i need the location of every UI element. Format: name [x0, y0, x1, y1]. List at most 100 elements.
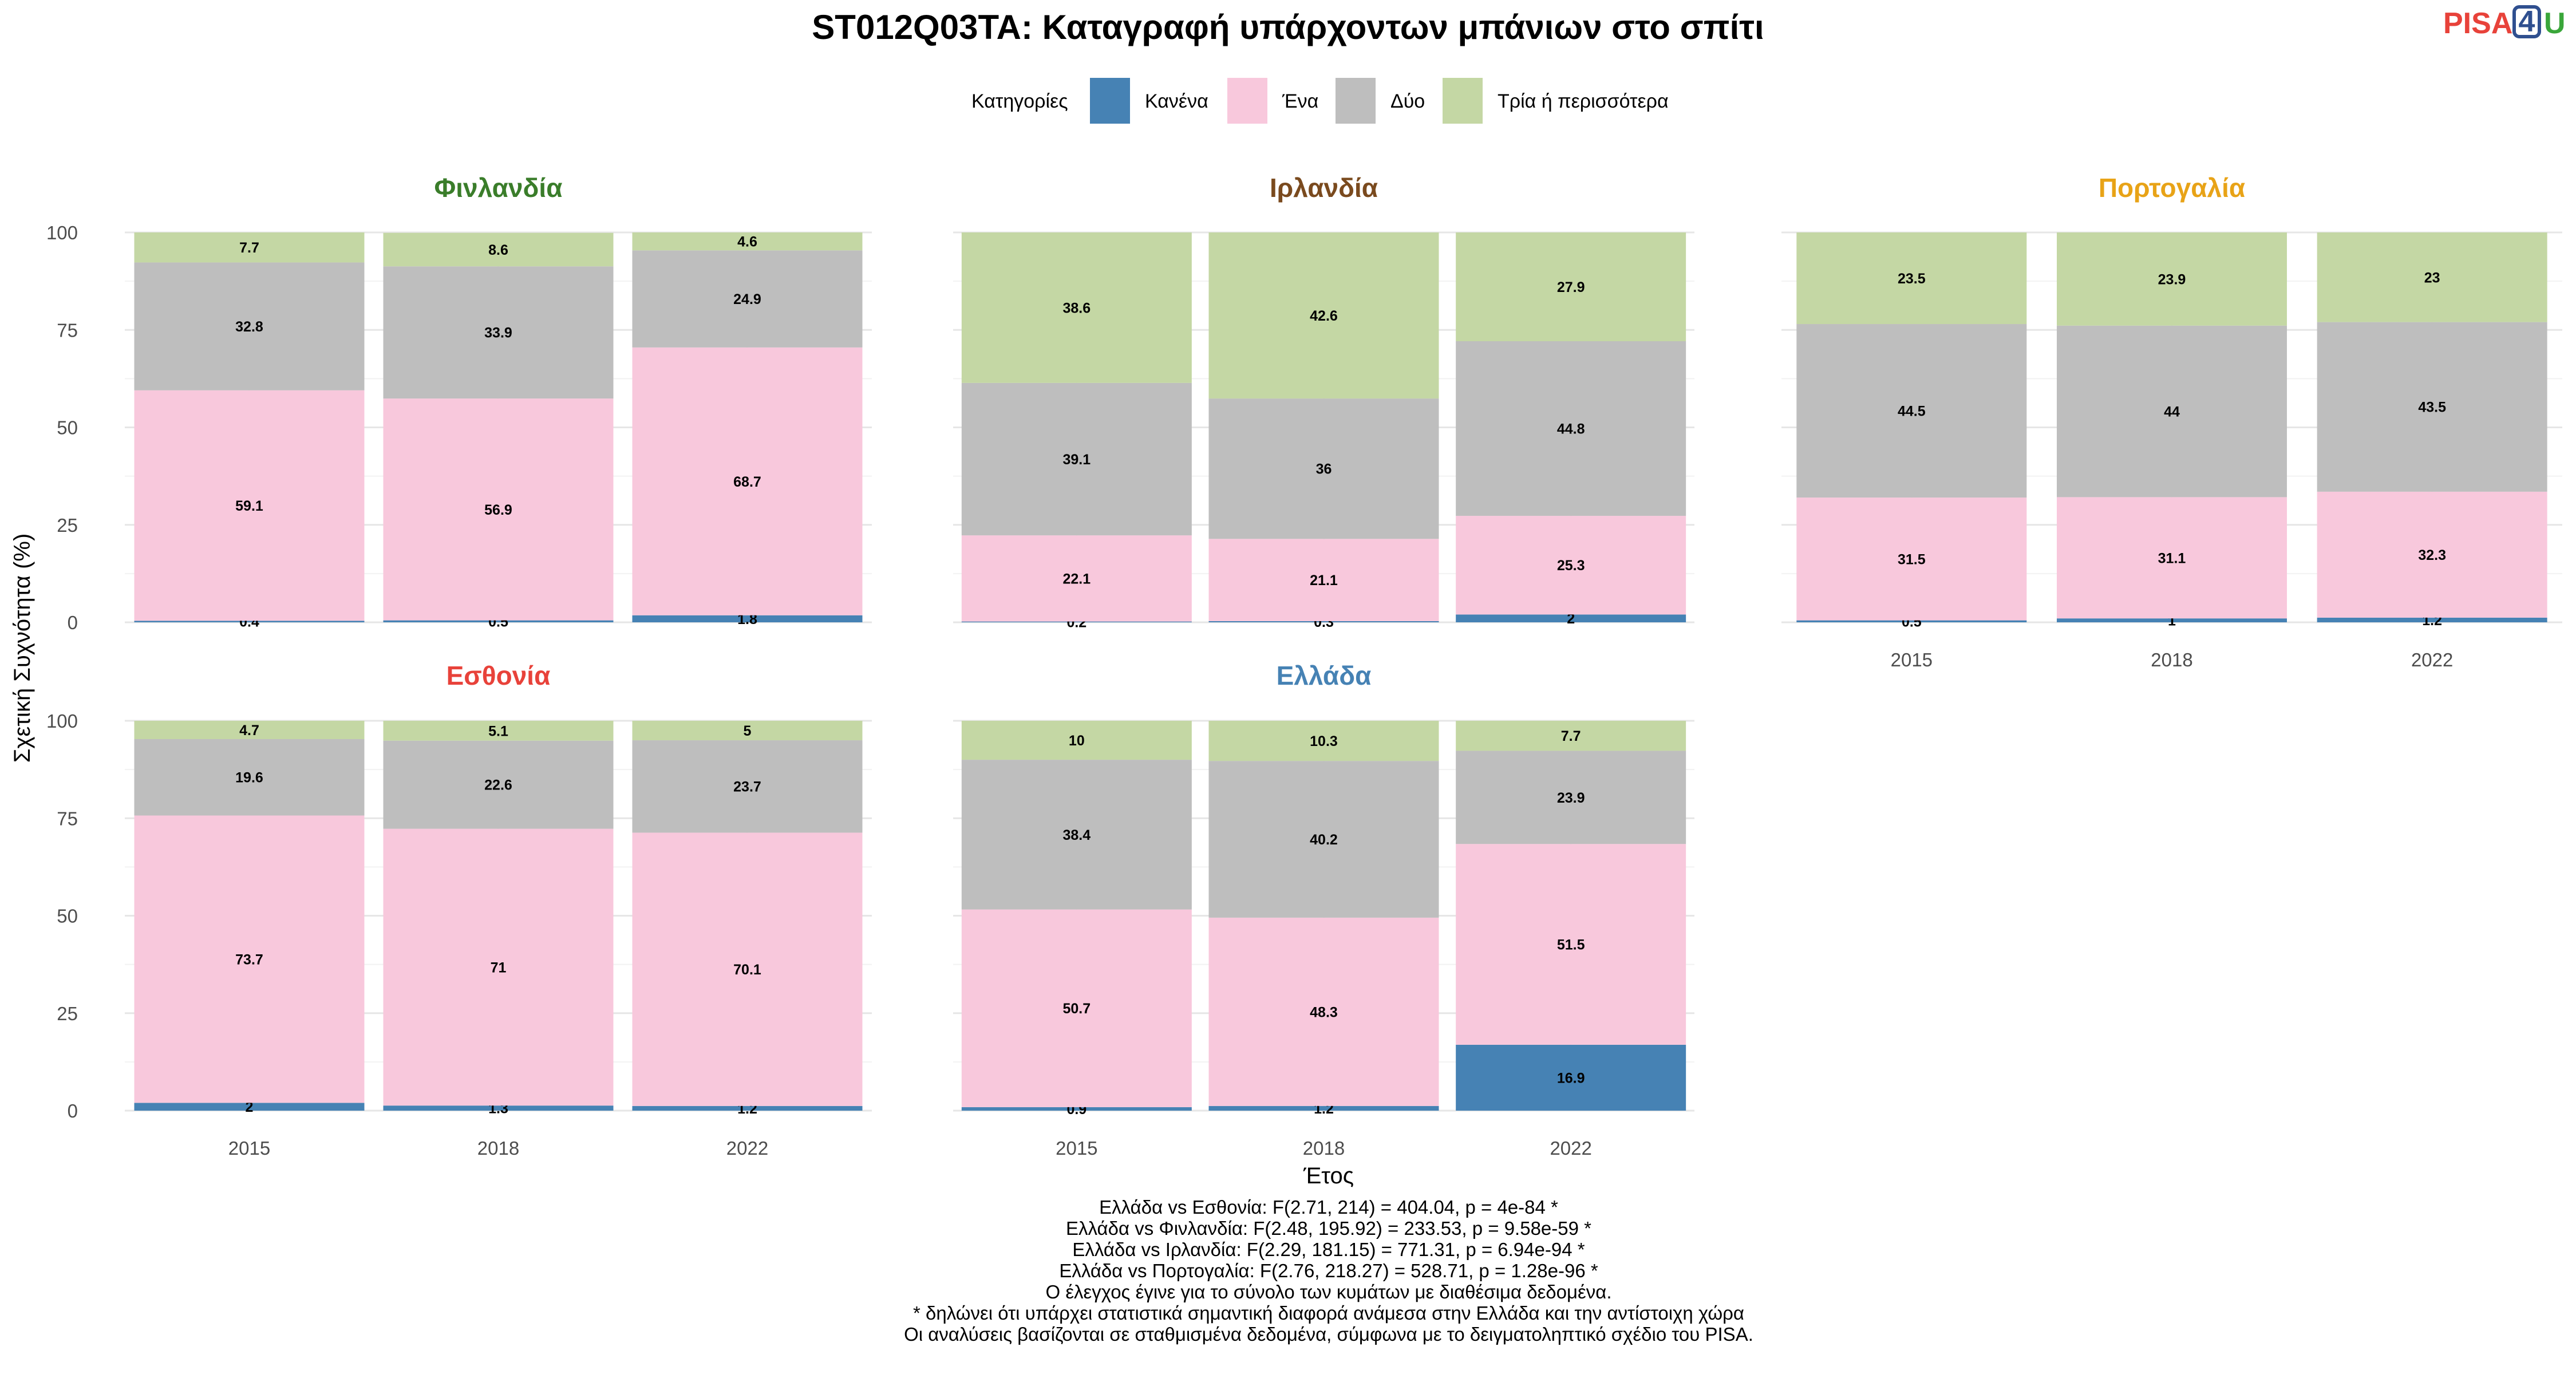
legend-swatch [1336, 78, 1376, 124]
y-tick-label: 25 [57, 1003, 78, 1024]
data-label: 8.6 [488, 242, 508, 258]
bar-segment-ένα-2022 [2317, 491, 2547, 618]
bar-segment-τρία-ή-περισσότερα-2018 [2057, 232, 2287, 326]
bar-segment-τρία-ή-περισσότερα-2022 [1456, 721, 1686, 751]
data-label: 19.6 [235, 770, 263, 786]
bar-segment-ένα-2022 [1456, 516, 1686, 615]
bar-segment-δύο-2018 [2057, 325, 2287, 498]
data-label: 25.3 [1557, 558, 1585, 574]
facet-title: Ελλάδα [1277, 661, 1372, 690]
data-label: 23.9 [2158, 271, 2186, 287]
x-tick-label: 2015 [1056, 1138, 1097, 1159]
footnote-line: Ο έλεγχος έγινε για το σύνολο των κυμάτω… [1046, 1281, 1612, 1302]
facet-panels: Φινλανδία0.459.132.87.70.556.933.98.61.8… [46, 173, 2562, 1159]
footnote-line: Ελλάδα vs Φινλανδία: F(2.48, 195.92) = 2… [1066, 1218, 1591, 1239]
bar-segment-δύο-2018 [383, 740, 614, 829]
footnote-line: Ελλάδα vs Πορτογαλία: F(2.76, 218.27) = … [1059, 1260, 1598, 1281]
data-label: 23.7 [733, 779, 761, 795]
data-label: 32.3 [2418, 547, 2446, 563]
legend: Κατηγορίες Κανένα Ένα Δύο Τρία ή περισσότερα [971, 78, 1669, 124]
data-label: 31.1 [2158, 550, 2186, 566]
y-tick-label: 0 [68, 1100, 78, 1122]
facet-φινλανδία: Φινλανδία0.459.132.87.70.556.933.98.61.8… [46, 173, 872, 633]
bar-segment-κανένα-2022 [1456, 614, 1686, 622]
footnote-line: Ελλάδα vs Ιρλανδία: F(2.29, 181.15) = 77… [1072, 1239, 1585, 1260]
data-label: 42.6 [1310, 308, 1338, 324]
chart-title: ST012Q03TA: Καταγραφή υπάρχοντων μπάνιων… [812, 8, 1764, 46]
data-label: 4.6 [737, 234, 757, 250]
x-axis-title: Έτος [1303, 1163, 1354, 1189]
facet-title: Εσθονία [447, 661, 551, 690]
facet-title: Πορτογαλία [2099, 173, 2245, 203]
bar-segment-κανένα-2022 [2317, 617, 2547, 622]
bar-segment-τρία-ή-περισσότερα-2015 [134, 721, 365, 740]
data-label: 43.5 [2418, 400, 2446, 416]
bar-segment-τρία-ή-περισσότερα-2015 [134, 232, 365, 263]
bar-segment-ένα-2015 [961, 909, 1192, 1107]
data-label: 44.8 [1557, 421, 1585, 437]
legend-item-1: Κανένα [1090, 78, 1208, 124]
facet-εσθονία: Εσθονία273.719.64.71.37122.65.11.270.123… [46, 661, 872, 1159]
bar-segment-δύο-2015 [961, 382, 1192, 536]
data-label: 38.4 [1062, 827, 1091, 843]
legend-label: Ένα [1282, 90, 1318, 112]
data-label: 2 [246, 1099, 254, 1115]
data-label: 16.9 [1557, 1070, 1585, 1086]
bar-segment-κανένα-2022 [632, 615, 863, 622]
bar-segment-δύο-2022 [632, 250, 863, 348]
bar-segment-τρία-ή-περισσότερα-2018 [1208, 232, 1439, 399]
data-label: 7.7 [239, 240, 259, 256]
data-label: 71 [491, 960, 507, 976]
y-tick-label: 50 [57, 906, 78, 927]
data-label: 44.5 [1898, 404, 1926, 420]
footnote-line: Οι αναλύσεις βασίζονται σε σταθμισμένα δ… [904, 1324, 1753, 1345]
legend-title: Κατηγορίες [971, 90, 1068, 112]
legend-label: Τρία ή περισσότερα [1498, 90, 1669, 112]
x-tick-label: 2015 [1891, 649, 1933, 670]
data-label: 32.8 [235, 319, 263, 335]
y-axis-title: Σχετική Συχνότητα (%) [10, 534, 35, 763]
y-tick-label: 75 [57, 808, 78, 829]
legend-swatch [1227, 78, 1267, 124]
data-label: 23.5 [1898, 271, 1926, 287]
bar-segment-ένα-2015 [961, 535, 1192, 622]
bar-segment-τρία-ή-περισσότερα-2015 [1796, 232, 2027, 325]
bar-segment-κανένα-2015 [134, 1103, 365, 1111]
data-label: 2 [1567, 611, 1575, 627]
bar-segment-δύο-2022 [1456, 341, 1686, 516]
bar-segment-κανένα-2015 [134, 621, 365, 622]
x-tick-label: 2022 [2411, 649, 2453, 670]
data-label: 51.5 [1557, 937, 1585, 953]
bar-segment-δύο-2015 [134, 262, 365, 390]
bar-segment-δύο-2018 [1208, 761, 1439, 918]
y-tick-label: 0 [68, 612, 78, 633]
bar-segment-τρία-ή-περισσότερα-2018 [1208, 721, 1439, 761]
bar-segment-ένα-2022 [1456, 844, 1686, 1045]
data-label: 27.9 [1557, 279, 1585, 295]
facet-πορτογαλία: Πορτογαλία0.531.544.523.5131.14423.91.23… [1781, 173, 2562, 670]
bar-segment-ένα-2015 [1796, 498, 2027, 621]
bar-segment-ένα-2018 [2057, 497, 2287, 619]
y-tick-label: 100 [46, 710, 78, 732]
bar-segment-κανένα-2018 [2057, 618, 2287, 622]
x-tick-label: 2018 [1303, 1138, 1345, 1159]
bar-segment-ένα-2018 [383, 828, 614, 1106]
data-label: 10.3 [1310, 733, 1338, 749]
bar-segment-κανένα-2022 [632, 1105, 863, 1111]
data-label: 38.6 [1062, 300, 1091, 316]
footnote-line: * δηλώνει ότι υπάρχει στατιστικά σημαντι… [913, 1302, 1744, 1324]
logo-u: U [2544, 7, 2566, 40]
bar-segment-κανένα-2018 [383, 1105, 614, 1111]
data-label: 21.1 [1310, 572, 1338, 589]
data-label: 70.1 [733, 962, 761, 978]
data-label: 7.7 [1561, 728, 1581, 744]
data-label: 22.6 [484, 777, 512, 793]
data-label: 44 [2164, 404, 2180, 420]
pisa4u-logo: PISA 4 U [2443, 5, 2566, 40]
bar-segment-τρία-ή-περισσότερα-2022 [632, 232, 863, 251]
bar-segment-τρία-ή-περισσότερα-2022 [1456, 232, 1686, 341]
facet-ιρλανδία: Ιρλανδία0.222.139.138.60.321.13642.6225.… [953, 173, 1694, 630]
bar-segment-ένα-2018 [383, 398, 614, 621]
svg-text:PISA: PISA [2443, 7, 2512, 40]
